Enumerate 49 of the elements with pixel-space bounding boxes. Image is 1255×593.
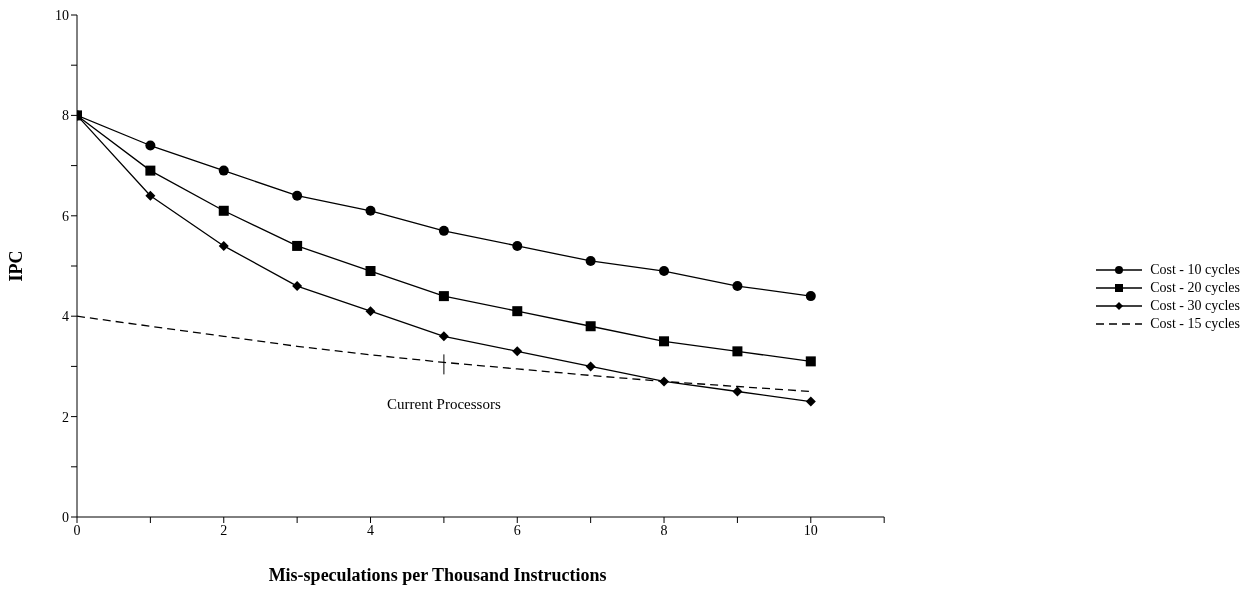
- y-tick-label: 8: [62, 108, 69, 124]
- point: [732, 346, 743, 357]
- point: [805, 291, 816, 302]
- y-tick-label: 10: [55, 7, 69, 23]
- annotation: Current Processors: [387, 396, 501, 413]
- point: [585, 361, 596, 372]
- y-axis-title: IPC: [6, 250, 27, 282]
- y-tick-label: 6: [62, 208, 69, 224]
- point: [659, 266, 670, 277]
- x-tick-label: 4: [367, 522, 375, 538]
- x-tick-label: 2: [220, 522, 228, 538]
- point: [365, 266, 376, 277]
- point: [292, 281, 303, 292]
- point: [805, 396, 816, 407]
- y-tick-label: 2: [62, 409, 69, 425]
- point: [145, 140, 156, 151]
- point: [585, 321, 596, 332]
- legend-label: Cost - 10 cycles: [1150, 261, 1240, 278]
- legend-label: Cost - 20 cycles: [1150, 279, 1240, 296]
- point: [218, 240, 229, 251]
- point: [512, 240, 523, 251]
- point: [145, 190, 156, 201]
- point: [438, 331, 449, 342]
- x-axis-title: Mis-speculations per Thousand Instructions: [268, 565, 607, 585]
- point: [438, 225, 449, 236]
- point: [365, 306, 376, 317]
- point: [732, 281, 743, 292]
- x-tick-label: 10: [803, 522, 818, 538]
- legend-label: Cost - 30 cycles: [1150, 297, 1240, 314]
- x-tick-label: 0: [73, 522, 81, 538]
- point: [218, 205, 229, 216]
- point: [365, 205, 376, 216]
- y-tick-label: 0: [62, 509, 69, 525]
- point: [218, 165, 229, 176]
- point: [292, 240, 303, 251]
- point: [732, 386, 743, 397]
- point: [512, 306, 523, 317]
- legend-label: Cost - 15 cycles: [1150, 315, 1240, 332]
- point: [805, 356, 816, 367]
- point: [145, 165, 156, 176]
- point: [659, 336, 670, 347]
- point: [585, 255, 596, 266]
- x-tick-label: 6: [513, 522, 521, 538]
- point: [659, 376, 670, 387]
- point: [512, 346, 523, 357]
- point: [292, 190, 303, 201]
- x-tick-label: 8: [660, 522, 668, 538]
- point: [438, 291, 449, 302]
- y-tick-label: 4: [62, 309, 69, 325]
